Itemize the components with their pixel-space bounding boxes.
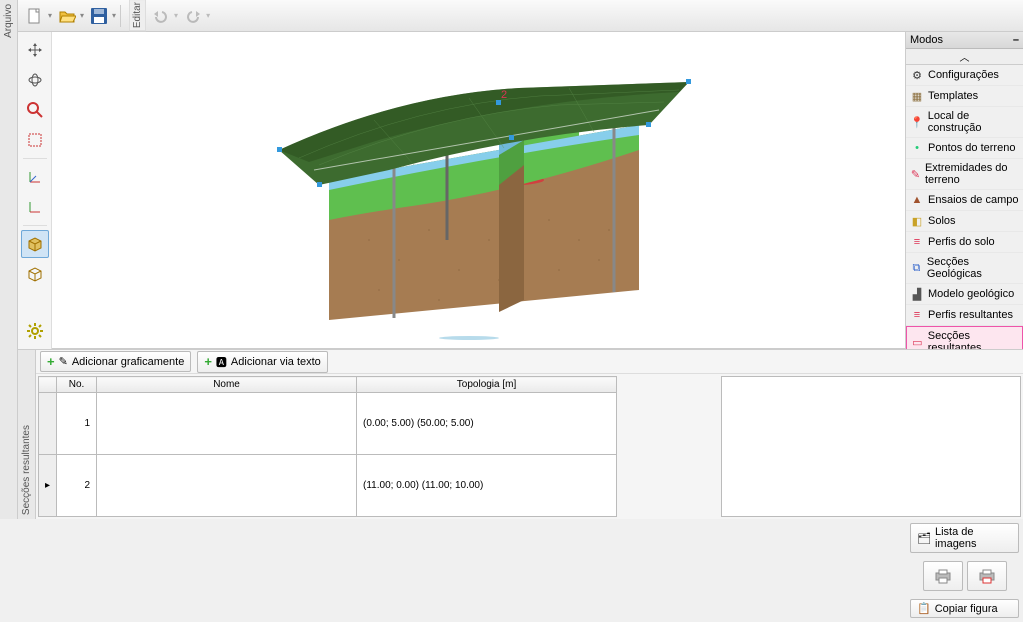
bottom-tab-label[interactable]: Secções resultantes (21, 421, 32, 519)
cell-no: 1 (57, 393, 97, 455)
add-via-text-button[interactable]: +🅰Adicionar via texto (197, 351, 327, 373)
mode-item-label: Secções Geológicas (927, 256, 1019, 280)
mode-item-label: Ensaios de campo (928, 194, 1019, 206)
row-marker: ▸ (39, 455, 57, 517)
rotate-tool[interactable] (21, 66, 49, 94)
table-row[interactable]: 1 (0.00; 5.00) (50.00; 5.00) (39, 393, 617, 455)
mode-item-templates[interactable]: ▦ Templates (906, 86, 1023, 107)
redo-dropdown[interactable]: ▾ (206, 11, 210, 20)
cell-name (97, 455, 357, 517)
mode-item-icon: ✎ (910, 167, 921, 181)
mode-item-local-de-constru-o[interactable]: 📍 Local de construção (906, 107, 1023, 138)
mode-item-extremidades-do-terreno[interactable]: ✎ Extremidades do terreno (906, 159, 1023, 190)
mode-item-label: Local de construção (928, 110, 1019, 134)
mode-item-icon: ⧉ (910, 261, 923, 275)
redo-button[interactable] (180, 3, 206, 29)
zoom-window-tool[interactable] (21, 126, 49, 154)
3d-viewport[interactable]: 2 (52, 32, 905, 349)
copy-figure-button[interactable]: 📋Copiar figura (910, 599, 1019, 618)
mode-item-icon: 📍 (910, 115, 924, 129)
undo-dropdown[interactable]: ▾ (174, 11, 178, 20)
modes-header: Modos (910, 34, 943, 46)
mode-item-icon: ▟ (910, 287, 924, 301)
open-file-dropdown[interactable]: ▾ (80, 11, 84, 20)
row-marker (39, 393, 57, 455)
geological-model: 2 (219, 40, 739, 340)
cell-topology: (0.00; 5.00) (50.00; 5.00) (357, 393, 617, 455)
modes-expand-up[interactable]: ︿ (906, 49, 1023, 65)
mode-item-pontos-do-terreno[interactable]: • Pontos do terreno (906, 138, 1023, 159)
mode-item-label: Pontos do terreno (928, 142, 1015, 154)
mode-item-icon: ▲ (910, 193, 924, 207)
mode-item-label: Perfis resultantes (928, 309, 1013, 321)
mode-item-icon: ≡ (910, 308, 924, 322)
mode-item-label: Modelo geológico (928, 288, 1014, 300)
mode-item-label: Perfis do solo (928, 236, 995, 248)
add-graphically-button[interactable]: +✎Adicionar graficamente (40, 351, 191, 372)
mode-item-icon: ◧ (910, 214, 924, 228)
main-toolbar: ▾ ▾ ▾ Editar ▾ ▾ (18, 0, 1023, 32)
image-list-button[interactable]: 🗂Lista de imagens (910, 523, 1019, 553)
mode-item-ensaios-de-campo[interactable]: ▲ Ensaios de campo (906, 190, 1023, 211)
new-file-button[interactable] (22, 3, 48, 29)
mode-item-icon: ≡ (910, 235, 924, 249)
cell-name (97, 393, 357, 455)
table-row[interactable]: ▸2 (11.00; 0.00) (11.00; 10.00) (39, 455, 617, 517)
col-topology[interactable]: Topologia [m] (357, 377, 617, 393)
print-color-button[interactable] (967, 561, 1007, 591)
modes-collapse-icon[interactable]: – (1013, 34, 1019, 46)
undo-button[interactable] (148, 3, 174, 29)
mode-item-label: Extremidades do terreno (925, 162, 1019, 186)
sections-table: No. Nome Topologia [m] 1 (0.00; 5.00) (50… (38, 376, 617, 517)
view-solid-tool[interactable] (21, 230, 49, 258)
right-panel: Modos – ︿ ⚙ Configurações ▦ Templates 📍 Local… (905, 32, 1023, 349)
mode-item-perfis-do-solo[interactable]: ≡ Perfis do solo (906, 232, 1023, 253)
mode-item-label: Templates (928, 90, 978, 102)
edit-tab[interactable]: Editar (129, 0, 146, 32)
pan-tool[interactable] (21, 36, 49, 64)
mode-item-icon: ▦ (910, 89, 924, 103)
mode-item-sec-es-geol-gicas[interactable]: ⧉ Secções Geológicas (906, 253, 1023, 284)
new-file-dropdown[interactable]: ▾ (48, 11, 52, 20)
cell-topology: (11.00; 0.00) (11.00; 10.00) (357, 455, 617, 517)
zoom-tool[interactable] (21, 96, 49, 124)
svg-text:2: 2 (501, 89, 507, 101)
save-button[interactable] (86, 3, 112, 29)
settings-gear-tool[interactable] (21, 317, 49, 345)
mode-item-solos[interactable]: ◧ Solos (906, 211, 1023, 232)
mode-item-perfis-resultantes[interactable]: ≡ Perfis resultantes (906, 305, 1023, 326)
mode-item-label: Solos (928, 215, 956, 227)
mode-item-label: Configurações (928, 69, 999, 81)
detail-box (721, 376, 1021, 517)
file-tab[interactable]: Arquivo (3, 0, 14, 42)
print-button[interactable] (923, 561, 963, 591)
cell-no: 2 (57, 455, 97, 517)
axis-3d-tool[interactable] (21, 163, 49, 191)
mode-item-configura-es[interactable]: ⚙ Configurações (906, 65, 1023, 86)
mode-item-icon: ⚙ (910, 68, 924, 82)
view-wireframe-tool[interactable] (21, 260, 49, 288)
view-tool-strip (18, 32, 52, 349)
save-dropdown[interactable]: ▾ (112, 11, 116, 20)
col-name[interactable]: Nome (97, 377, 357, 393)
open-file-button[interactable] (54, 3, 80, 29)
mode-item-modelo-geol-gico[interactable]: ▟ Modelo geológico (906, 284, 1023, 305)
mode-item-icon: ▭ (911, 335, 924, 349)
col-no[interactable]: No. (57, 377, 97, 393)
axis-2d-tool[interactable] (21, 193, 49, 221)
mode-item-icon: • (910, 141, 924, 155)
